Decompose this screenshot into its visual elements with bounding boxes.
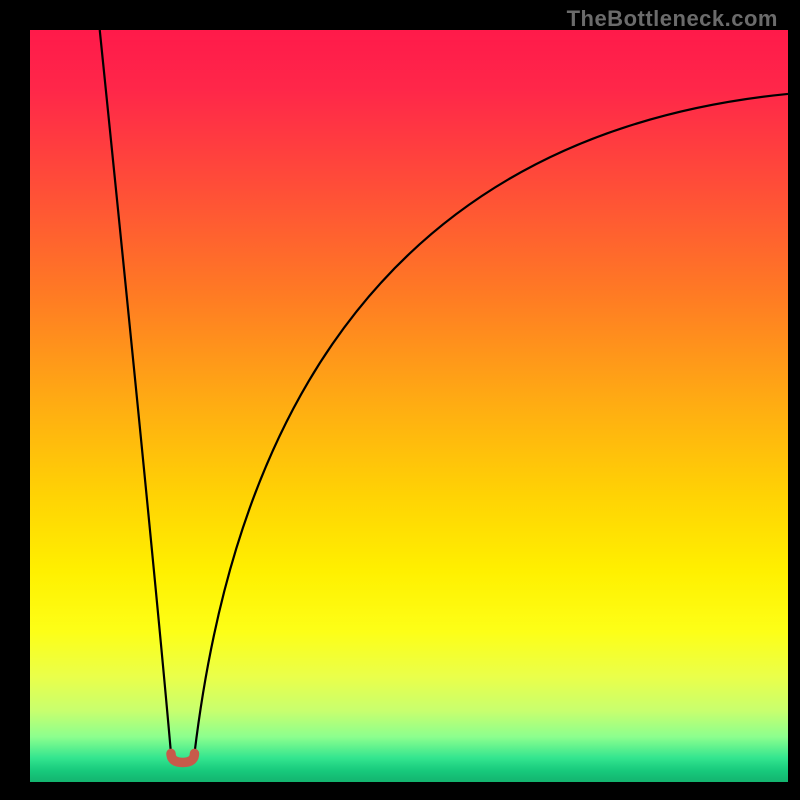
- plot-area: [30, 30, 788, 782]
- gradient-background: [30, 30, 788, 782]
- plot-svg: [30, 30, 788, 782]
- watermark-text: TheBottleneck.com: [567, 6, 778, 32]
- chart-stage: TheBottleneck.com: [0, 0, 800, 800]
